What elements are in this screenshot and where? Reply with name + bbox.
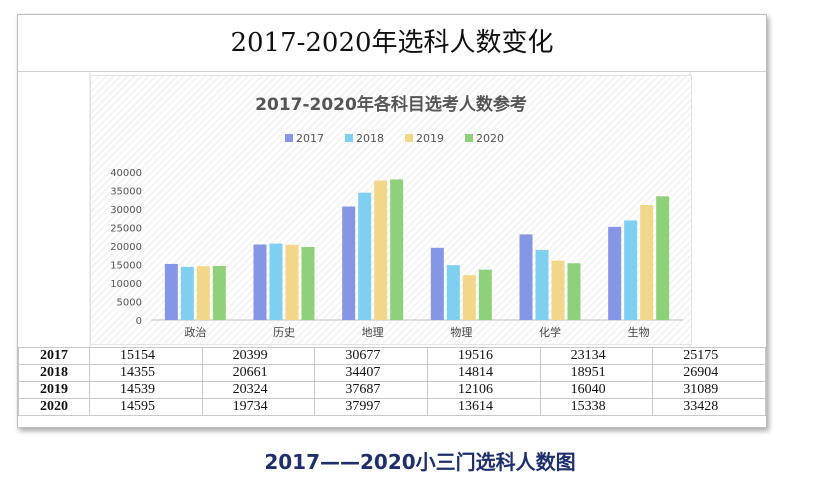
table-cell[interactable]: 14355 bbox=[89, 364, 203, 382]
table-cell[interactable]: 15338 bbox=[539, 398, 654, 416]
legend-label: 2020 bbox=[476, 132, 504, 145]
table-cell[interactable]: 20324 bbox=[201, 381, 316, 399]
table-cell[interactable]: 14595 bbox=[89, 398, 203, 416]
table-cell[interactable]: 25175 bbox=[652, 347, 766, 365]
bar bbox=[212, 265, 226, 320]
bar bbox=[430, 247, 444, 320]
table-cell[interactable]: 16040 bbox=[539, 381, 654, 399]
bar bbox=[446, 265, 460, 320]
spreadsheet-frame: 2017-2020年选科人数变化 2017-2020年各科目选考人数参考 2017… bbox=[17, 14, 767, 428]
table-cell[interactable]: 18951 bbox=[539, 364, 654, 382]
bar bbox=[656, 196, 670, 320]
chart-area[interactable]: 2017-2020年各科目选考人数参考 2017 2018 2019 2020 0 5000… bbox=[90, 75, 692, 345]
legend-swatch bbox=[465, 134, 473, 142]
bar bbox=[253, 244, 267, 320]
table-cell[interactable]: 20399 bbox=[201, 347, 316, 365]
bar bbox=[535, 249, 549, 320]
table-cell[interactable]: 34407 bbox=[314, 364, 428, 382]
bar bbox=[342, 206, 356, 320]
caption: 2017——2020小三门选科人数图 bbox=[264, 450, 576, 474]
bar bbox=[640, 204, 654, 320]
table-cell[interactable]: 30677 bbox=[314, 347, 428, 365]
table-row: 2017 15154 20399 30677 19516 23134 25175 bbox=[18, 347, 766, 365]
table-row: 2020 14595 19734 37997 13614 15338 33428 bbox=[18, 398, 766, 416]
bar bbox=[478, 269, 492, 320]
bar bbox=[180, 266, 194, 320]
bar bbox=[390, 179, 404, 320]
bar bbox=[301, 246, 315, 320]
row-year[interactable]: 2020 bbox=[18, 398, 90, 416]
y-tick-label: 30000 bbox=[110, 205, 142, 216]
x-tick-label: 生物 bbox=[628, 325, 650, 339]
table-cell[interactable]: 14539 bbox=[89, 381, 203, 399]
y-tick-label: 25000 bbox=[110, 224, 142, 235]
sheet-title: 2017-2020年选科人数变化 bbox=[18, 15, 766, 72]
legend-swatch bbox=[345, 134, 353, 142]
legend-swatch bbox=[285, 134, 293, 142]
row-year[interactable]: 2017 bbox=[18, 347, 90, 365]
legend-swatch bbox=[405, 134, 413, 142]
table-cell[interactable]: 33428 bbox=[652, 398, 766, 416]
bar bbox=[608, 226, 622, 320]
x-tick-label: 政治 bbox=[184, 325, 206, 339]
table-row: 2019 14539 20324 37687 12106 16040 31089 bbox=[18, 381, 766, 399]
table-cell[interactable]: 20661 bbox=[201, 364, 316, 382]
bar bbox=[567, 263, 581, 320]
table-cell[interactable]: 19516 bbox=[426, 347, 541, 365]
y-tick-label: 20000 bbox=[110, 242, 142, 253]
x-tick-label: 地理 bbox=[362, 326, 384, 339]
y-tick-label: 35000 bbox=[110, 187, 142, 198]
bar bbox=[551, 260, 565, 320]
x-tick-label: 物理 bbox=[450, 325, 472, 339]
table-cell[interactable]: 37687 bbox=[314, 381, 428, 399]
table-cell[interactable]: 19734 bbox=[201, 398, 316, 416]
legend-label: 2017 bbox=[296, 132, 324, 145]
legend-label: 2019 bbox=[416, 132, 444, 145]
row-year[interactable]: 2019 bbox=[18, 381, 90, 399]
bar bbox=[358, 192, 372, 320]
bar bbox=[164, 263, 178, 320]
table-row: 2018 14355 20661 34407 14814 18951 26904 bbox=[18, 364, 766, 382]
chart-title: 2017-2020年各科目选考人数参考 bbox=[255, 94, 527, 115]
bar-chart: 2017-2020年各科目选考人数参考 2017 2018 2019 2020 0 5000… bbox=[110, 94, 683, 339]
x-tick-label: 历史 bbox=[273, 326, 295, 339]
bar bbox=[624, 220, 638, 320]
y-tick-label: 5000 bbox=[117, 298, 142, 309]
y-tick-label: 15000 bbox=[110, 261, 142, 272]
data-table: 2017 15154 20399 30677 19516 23134 25175 2018 14… bbox=[18, 347, 766, 416]
bar bbox=[462, 275, 476, 320]
y-tick-label: 10000 bbox=[110, 279, 142, 290]
table-cell[interactable]: 37997 bbox=[314, 398, 428, 416]
table-cell[interactable]: 12106 bbox=[426, 381, 541, 399]
y-tick-label: 40000 bbox=[110, 168, 142, 179]
y-tick-label: 0 bbox=[136, 316, 142, 327]
bar bbox=[196, 266, 210, 320]
legend-label: 2018 bbox=[356, 132, 384, 145]
table-cell[interactable]: 26904 bbox=[652, 364, 766, 382]
bar bbox=[269, 243, 283, 320]
x-tick-label: 化学 bbox=[539, 325, 561, 339]
table-cell[interactable]: 31089 bbox=[652, 381, 766, 399]
table-cell[interactable]: 15154 bbox=[89, 347, 203, 365]
table-cell[interactable]: 13614 bbox=[426, 398, 541, 416]
table-cell[interactable]: 23134 bbox=[539, 347, 654, 365]
row-year[interactable]: 2018 bbox=[18, 364, 90, 382]
bar bbox=[519, 234, 533, 320]
bar bbox=[374, 180, 388, 320]
bar bbox=[285, 244, 299, 320]
table-cell[interactable]: 14814 bbox=[426, 364, 541, 382]
